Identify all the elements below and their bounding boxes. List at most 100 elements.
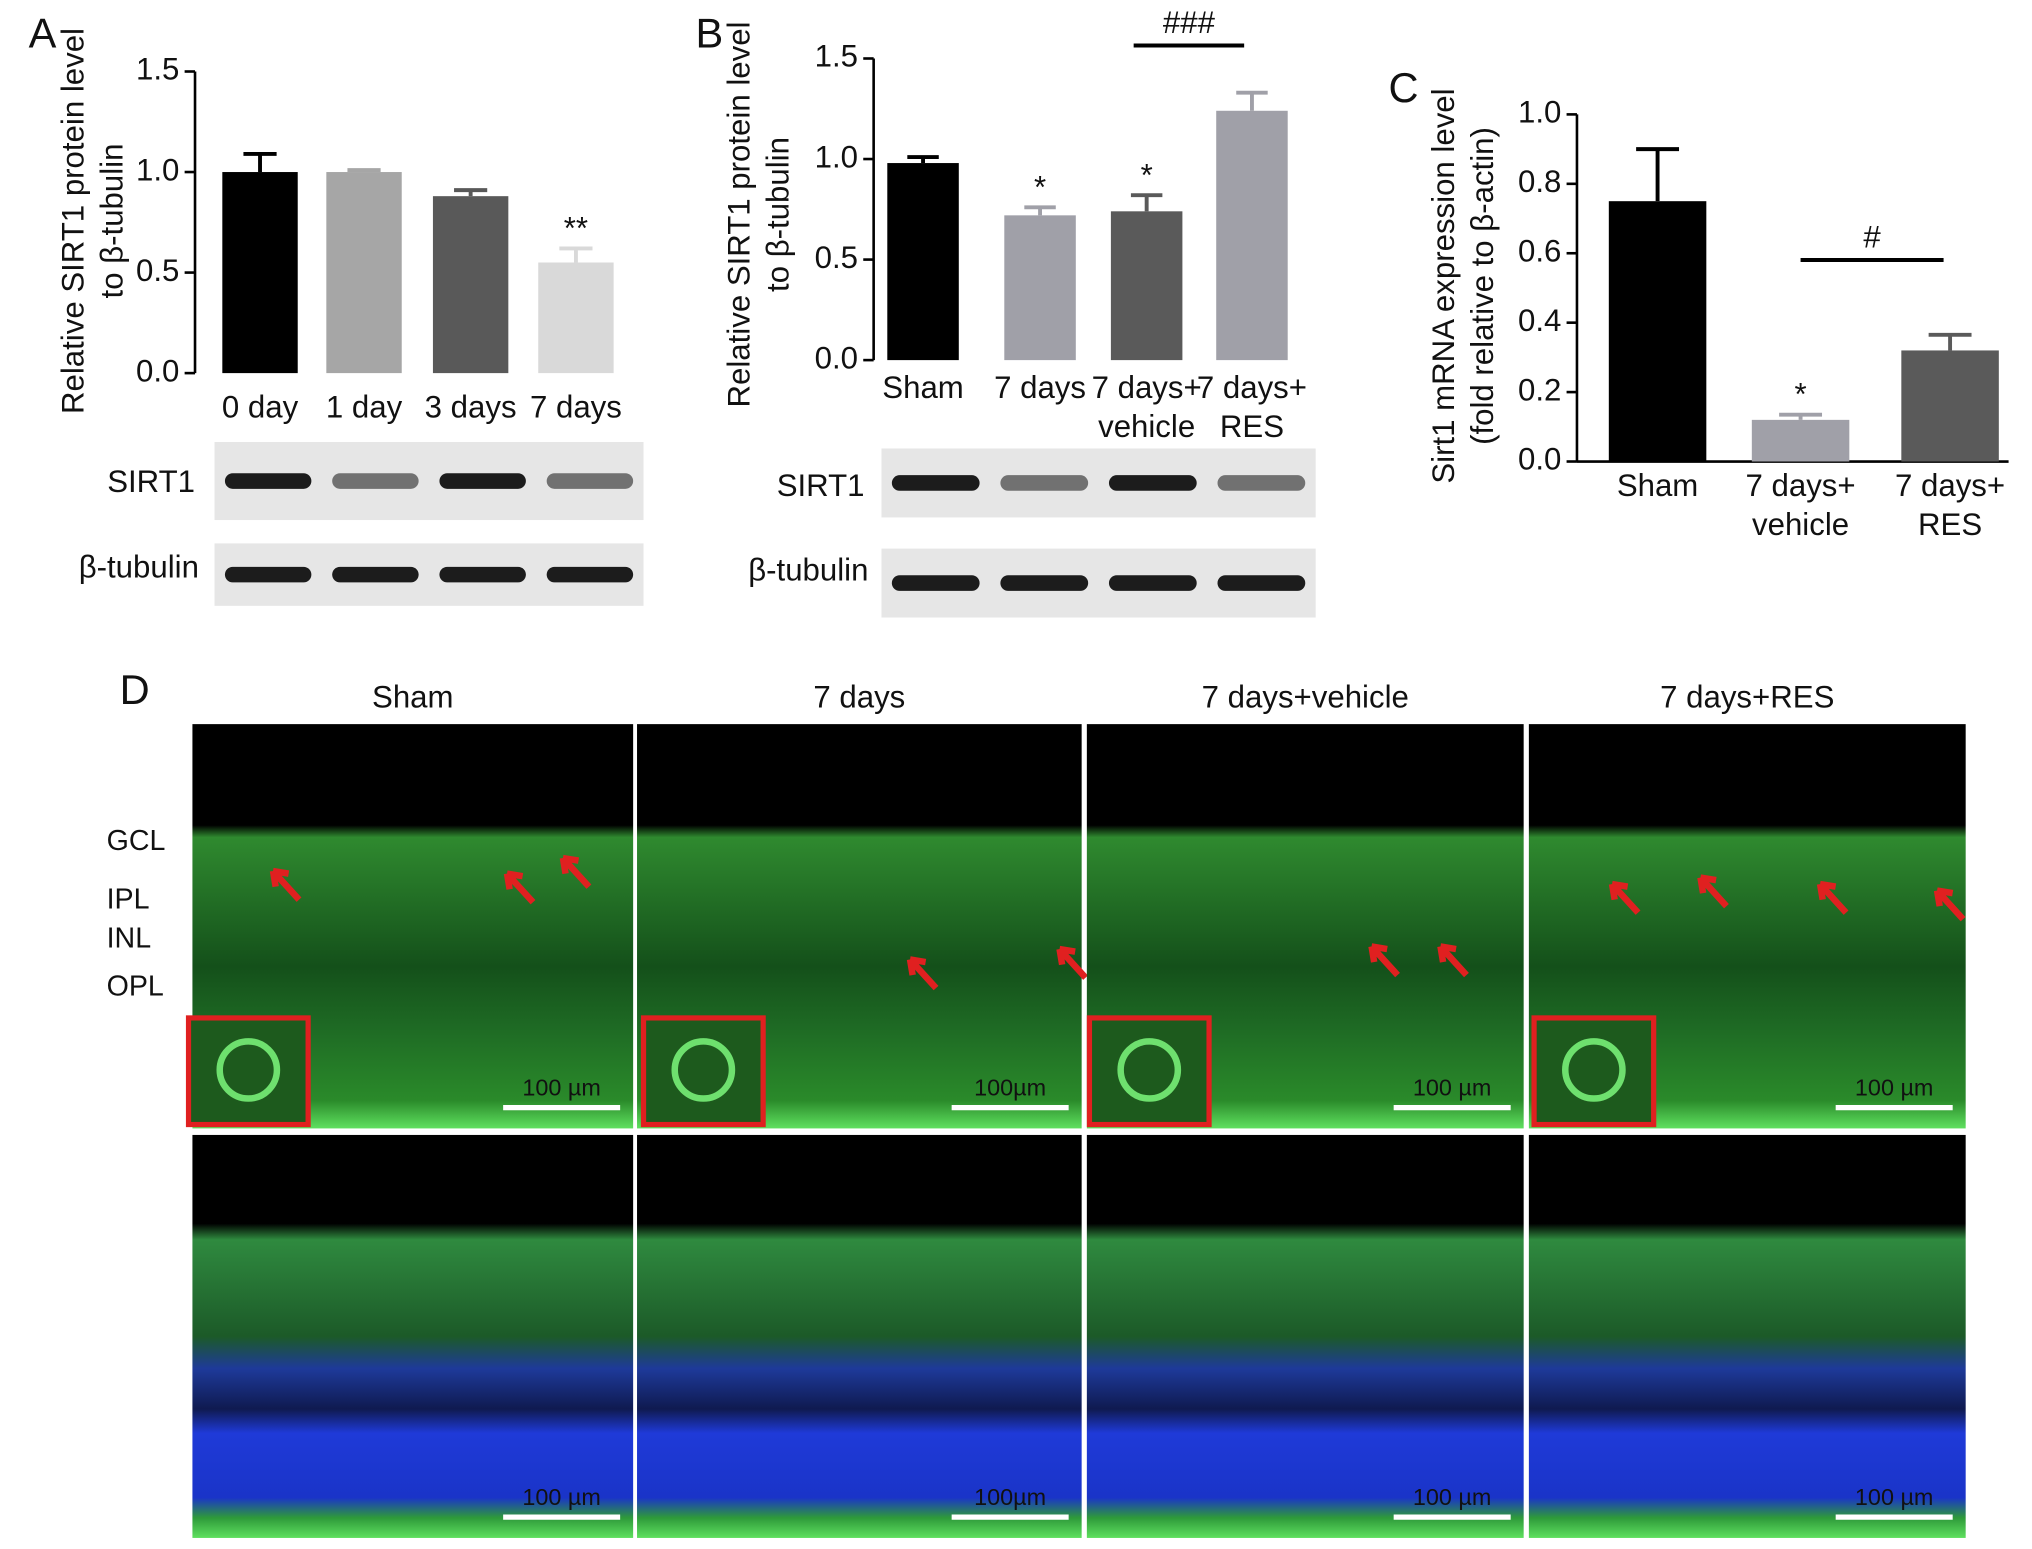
blot-band: [1108, 575, 1197, 591]
x-tick-label: 7 days+: [1895, 468, 2005, 503]
inset-cell: [1117, 1038, 1182, 1102]
arrow: [1608, 880, 1641, 915]
scale-bar-label: 100 µm: [1413, 1075, 1492, 1101]
blot-label: β-tubulin: [79, 550, 199, 585]
y-tick-label: 0.6: [1518, 233, 1561, 268]
bar: [1608, 201, 1707, 462]
arrow: [1368, 943, 1400, 978]
y-axis-label: Relative SIRT1 protein level: [721, 22, 756, 408]
bar: [1004, 215, 1076, 361]
bar: [326, 172, 402, 374]
column-title: 7 days+vehicle: [1202, 680, 1409, 715]
bar: [1751, 419, 1850, 462]
panel-letter: C: [1388, 64, 1418, 111]
comparison-label: ###: [1163, 5, 1216, 40]
blot-band: [224, 566, 312, 583]
blot-band: [891, 575, 980, 591]
y-tick-label: 0.0: [136, 353, 179, 388]
y-axis-label: to β-tubulin: [760, 137, 795, 292]
x-tick-label: Sham: [882, 370, 963, 405]
y-axis-label: Sirt1 mRNA expression level: [1426, 88, 1461, 483]
y-tick-label: 0.0: [1518, 442, 1561, 477]
blot-band: [1217, 475, 1306, 491]
x-tick-label: 7 days+: [1197, 370, 1307, 405]
arrow: [1056, 945, 1088, 980]
bar: [1901, 350, 1999, 462]
blot-band: [332, 473, 419, 489]
micrograph: [192, 1134, 634, 1538]
bar: [1216, 110, 1288, 361]
blot-band: [439, 473, 526, 489]
blot-band: [891, 475, 980, 491]
y-tick-label: 0.8: [1518, 164, 1561, 199]
layer-label: INL: [107, 922, 152, 954]
y-tick-label: 0.2: [1518, 372, 1561, 407]
scale-bar-label: 100 µm: [522, 1075, 601, 1101]
scale-bar-label: 100 µm: [1413, 1484, 1492, 1510]
y-axis-label: to β-tubulin: [95, 144, 130, 299]
scale-bar-label: 100 µm: [1855, 1484, 1934, 1510]
significance-mark: *: [1034, 169, 1046, 204]
inset: [185, 1015, 311, 1128]
significance-mark: **: [564, 210, 588, 245]
y-tick-label: 0.5: [136, 253, 179, 288]
blot-band: [1108, 475, 1197, 491]
x-tick-label: 3 days: [425, 390, 517, 425]
layer-label: OPL: [107, 971, 164, 1003]
micrograph: [637, 1134, 1082, 1538]
inset-cell: [671, 1038, 736, 1102]
blot-band: [224, 473, 312, 489]
y-axis-label: (fold relative to β-actin): [1465, 127, 1500, 445]
blot-band: [546, 566, 634, 583]
column-title: 7 days: [813, 680, 905, 715]
comparison-label: #: [1863, 219, 1881, 254]
arrow: [1697, 874, 1729, 909]
y-tick-label: 1.0: [136, 152, 179, 187]
arrow: [269, 867, 302, 902]
blot-label: SIRT1: [107, 464, 195, 499]
y-tick-label: 1.5: [136, 52, 179, 87]
column-title: Sham: [372, 680, 453, 715]
bar: [1110, 211, 1183, 361]
blot-label: β-tubulin: [748, 552, 868, 587]
inset-cell: [216, 1038, 281, 1102]
scale-bar-label: 100µm: [974, 1075, 1046, 1101]
blot-band: [546, 473, 634, 489]
arrow: [906, 956, 939, 991]
significance-mark: *: [1141, 157, 1153, 192]
x-tick-label: 7 days+: [1092, 370, 1202, 405]
inset: [1531, 1015, 1657, 1128]
bar: [538, 262, 614, 374]
scale-bar-label: 100 µm: [522, 1484, 601, 1510]
blot-band: [1000, 475, 1089, 491]
y-tick-label: 1.5: [815, 39, 858, 74]
y-tick-label: 0.0: [815, 340, 858, 375]
panel-letter: B: [696, 9, 724, 56]
y-tick-label: 1.0: [1518, 95, 1561, 130]
bar: [887, 163, 959, 361]
arrow: [503, 870, 536, 905]
panel-letter: A: [29, 9, 57, 56]
panel-letter: D: [120, 666, 150, 713]
blot-label: SIRT1: [777, 468, 865, 503]
x-tick-label: 7 days+: [1746, 468, 1856, 503]
arrow: [559, 854, 592, 889]
arrow: [1437, 943, 1469, 978]
layer-label: IPL: [107, 883, 150, 915]
inset: [1086, 1015, 1212, 1128]
micrograph: [1528, 1134, 1966, 1538]
micrograph: [1086, 1134, 1524, 1538]
bar: [432, 196, 509, 374]
y-tick-label: 1.0: [815, 139, 858, 174]
arrow: [1816, 880, 1849, 915]
scale-bar-label: 100 µm: [1855, 1075, 1934, 1101]
blot-band: [1000, 575, 1089, 591]
scale-bar-label: 100µm: [974, 1484, 1046, 1510]
x-tick-label: RES: [1220, 409, 1284, 444]
x-tick-label: 0 day: [222, 390, 299, 425]
layer-label: GCL: [107, 825, 166, 857]
inset-cell: [1562, 1038, 1626, 1102]
x-tick-label: 1 day: [326, 390, 403, 425]
inset: [640, 1015, 766, 1128]
